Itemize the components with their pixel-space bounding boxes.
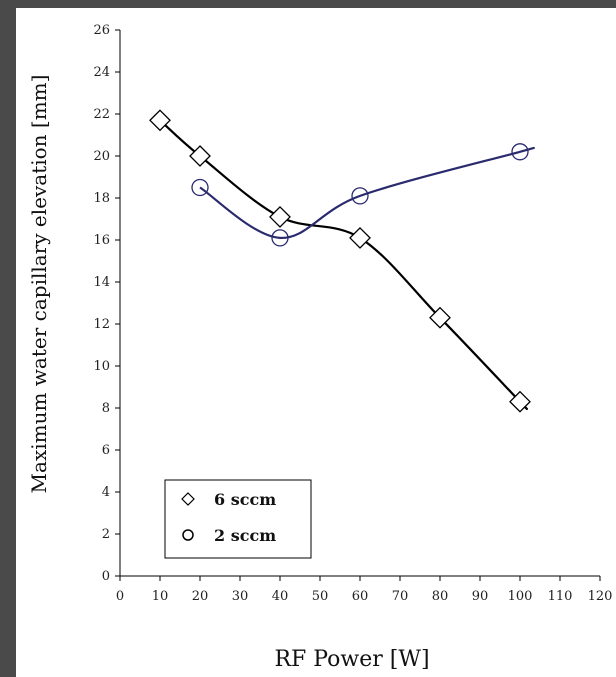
data-point-6-sccm bbox=[509, 390, 531, 413]
series-lines bbox=[153, 114, 535, 411]
x-tick-label: 0 bbox=[116, 589, 124, 604]
x-tick-label: 110 bbox=[548, 589, 573, 604]
y-tick-label: 0 bbox=[102, 569, 110, 584]
y-tick-label: 8 bbox=[102, 401, 110, 416]
x-tick-label: 10 bbox=[152, 589, 169, 604]
data-point-6-sccm bbox=[269, 205, 291, 228]
legend-diamond-icon bbox=[181, 492, 195, 506]
y-tick-label: 22 bbox=[93, 107, 110, 122]
axes: 0 10 20 30 40 50 60 70 80 90 100 110 120024681012141… bbox=[93, 23, 612, 604]
legend-circle-icon bbox=[182, 529, 194, 541]
data-point-2-sccm bbox=[511, 143, 529, 161]
legend-box bbox=[164, 479, 312, 559]
chart-panel: 0 10 20 30 40 50 60 70 80 90 100 110 120 0 2 4 6 8 10 12 14 1… bbox=[16, 8, 616, 677]
data-point-6-sccm bbox=[189, 145, 211, 167]
x-tick-label: 120 bbox=[588, 589, 613, 604]
x-tick-label: 100 bbox=[508, 589, 533, 604]
series-line-6-sccm bbox=[153, 114, 528, 411]
series-line-2-sccm bbox=[199, 146, 535, 240]
data-point-6-sccm bbox=[429, 306, 451, 329]
x-tick-label: 60 bbox=[352, 589, 369, 604]
legend-label: 6 sccm bbox=[214, 490, 276, 509]
y-tick-label: 2 bbox=[102, 527, 110, 542]
x-tick-label: 80 bbox=[432, 589, 449, 604]
legend-label: 2 sccm bbox=[214, 526, 276, 545]
y-tick-label: 18 bbox=[93, 191, 110, 206]
x-tick-label: 70 bbox=[392, 589, 409, 604]
data-point-6-sccm bbox=[149, 109, 171, 132]
legend-item-2-sccm: 2 sccm bbox=[182, 526, 276, 545]
x-tick-label: 50 bbox=[312, 589, 329, 604]
y-axis-title: Maximum water capillary elevation [mm] bbox=[27, 75, 51, 494]
y-tick-label: 16 bbox=[93, 233, 110, 248]
y-tick-label: 6 bbox=[102, 443, 110, 458]
legend-item-6-sccm: 6 sccm bbox=[181, 490, 276, 509]
y-tick-label: 24 bbox=[93, 65, 110, 80]
data-point-6-sccm bbox=[349, 226, 371, 249]
data-point-2-sccm bbox=[271, 229, 289, 247]
series-markers bbox=[149, 109, 531, 413]
y-tick-label: 20 bbox=[93, 149, 110, 164]
y-tick-label: 14 bbox=[93, 275, 110, 290]
x-tick-label: 90 bbox=[472, 589, 489, 604]
line-chart: 0 10 20 30 40 50 60 70 80 90 100 110 120024681012141… bbox=[27, 23, 612, 672]
x-axis-title: RF Power [W] bbox=[274, 647, 429, 672]
y-tick-label: 12 bbox=[93, 317, 110, 332]
y-tick-label: 4 bbox=[102, 485, 110, 500]
data-point-2-sccm bbox=[191, 178, 209, 197]
x-tick-label: 30 bbox=[232, 589, 249, 604]
legend: 6 sccm 2 sccm bbox=[164, 479, 312, 559]
x-tick-label: 40 bbox=[272, 589, 289, 604]
data-point-2-sccm bbox=[351, 187, 369, 205]
x-tick-label: 20 bbox=[192, 589, 209, 604]
y-tick-label: 10 bbox=[93, 359, 110, 374]
y-tick-label: 26 bbox=[93, 23, 110, 38]
